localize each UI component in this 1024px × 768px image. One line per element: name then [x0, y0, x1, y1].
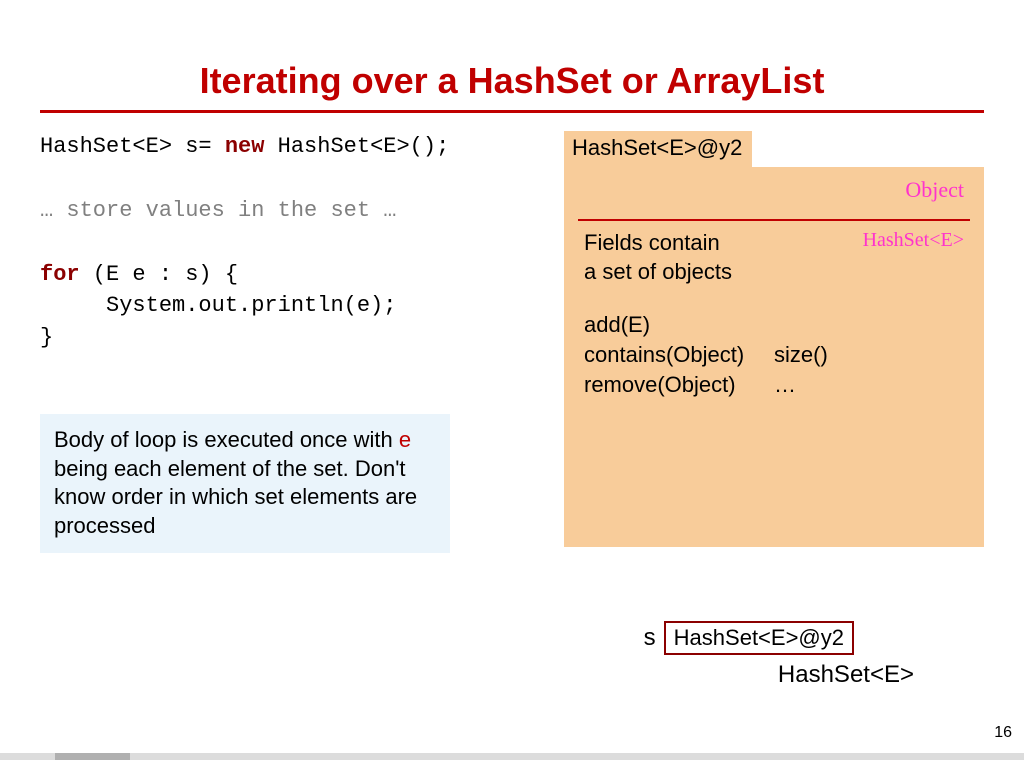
footer-bar	[0, 753, 1024, 760]
note-box: Body of loop is executed once with e bei…	[40, 414, 450, 552]
code-text: (E e : s) {	[80, 262, 238, 287]
slide-container: Iterating over a HashSet or ArrayList Ha…	[0, 0, 1024, 768]
variable-name: s	[644, 624, 656, 652]
keyword-for: for	[40, 262, 80, 287]
footer-handle	[55, 753, 130, 760]
code-text: HashSet<E>();	[264, 134, 449, 159]
method-row-3: remove(Object) …	[584, 370, 970, 400]
content-area: HashSet<E> s= new HashSet<E>(); … store …	[40, 131, 984, 553]
object-tab: HashSet<E>@y2	[564, 131, 752, 167]
note-text-1: Body of loop is executed once with	[54, 427, 399, 452]
slide-title: Iterating over a HashSet or ArrayList	[40, 60, 984, 102]
method-ellipsis: …	[774, 370, 796, 400]
method-remove: remove(Object)	[584, 370, 774, 400]
object-body: Object HashSet<E> Fields contain a set o…	[564, 167, 984, 547]
variable-value-box: HashSet<E>@y2	[664, 621, 854, 655]
variable-row: s HashSet<E>@y2	[644, 621, 854, 655]
methods-list: add(E) contains(Object) size() remove(Ob…	[584, 310, 970, 399]
fields-line-2: a set of objects	[584, 258, 970, 287]
note-e-variable: e	[399, 427, 411, 452]
object-diagram: HashSet<E>@y2 Object HashSet<E> Fields c…	[564, 131, 984, 547]
object-divider	[578, 219, 970, 221]
keyword-new: new	[225, 134, 265, 159]
method-contains: contains(Object)	[584, 340, 774, 370]
object-class-label: Object	[905, 177, 964, 203]
variable-type-label: HashSet<E>	[778, 661, 914, 689]
page-number: 16	[994, 724, 1012, 742]
method-row-2: contains(Object) size()	[584, 340, 970, 370]
method-add: add(E)	[584, 310, 970, 340]
hashset-class-label: HashSet<E>	[863, 229, 964, 252]
title-underline	[40, 110, 984, 113]
note-text-2: being each element of the set. Don't kno…	[54, 456, 417, 538]
method-size: size()	[774, 340, 828, 370]
code-text: HashSet<E> s=	[40, 134, 225, 159]
